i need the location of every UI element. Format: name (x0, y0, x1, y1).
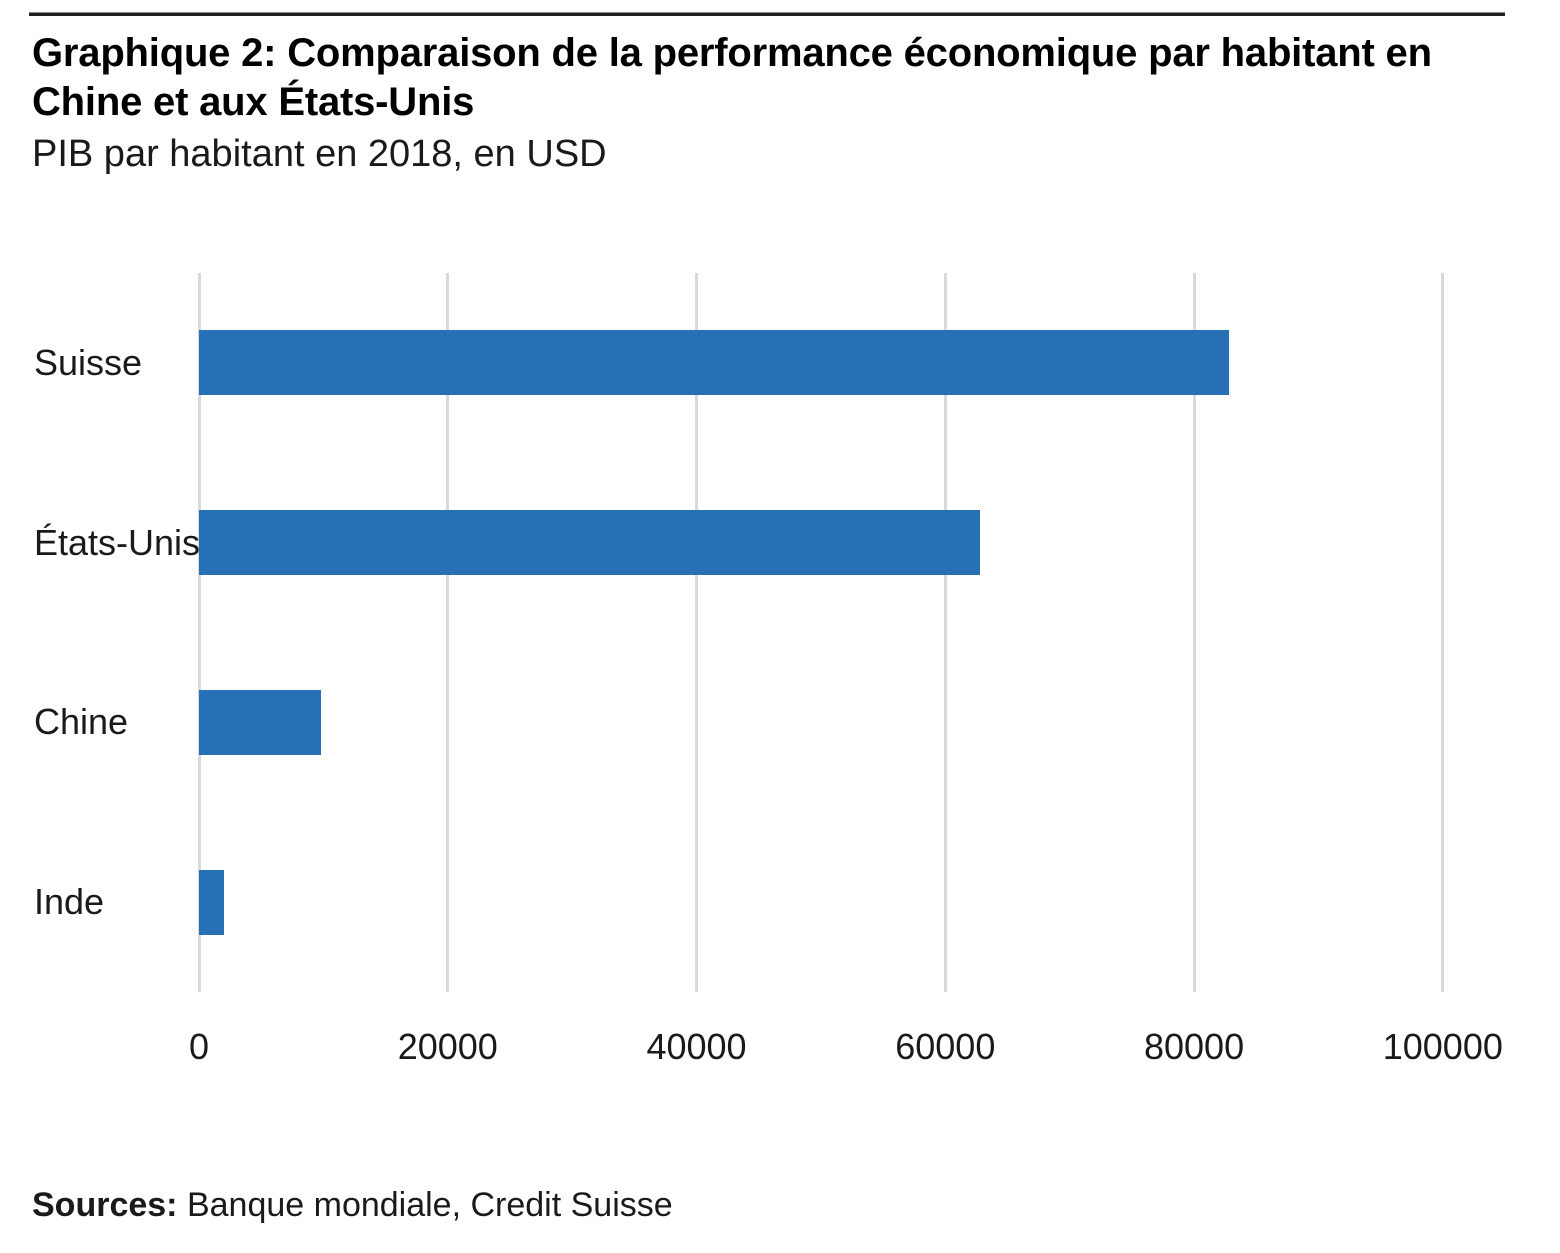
category-label-suisse: Suisse (34, 341, 143, 383)
bar-suisse (199, 330, 1229, 396)
sources-line: Sources: Banque mondiale, Credit Suisse (32, 1186, 673, 1225)
category-label-chine: Chine (34, 701, 129, 743)
sources-text: Banque mondiale, Credit Suisse (177, 1186, 673, 1224)
x-tick-label: 80000 (1143, 1026, 1245, 1067)
chart-title-line2: Chine et aux États-Unis (32, 80, 475, 124)
x-tick-label: 100000 (1382, 1026, 1503, 1067)
gridline (446, 273, 450, 992)
bar-chine (199, 689, 321, 755)
x-tick-label: 40000 (646, 1026, 747, 1067)
category-label-inde: Inde (34, 881, 105, 923)
x-tick-label: 20000 (397, 1026, 498, 1067)
category-label--tats-unis: États-Unis (34, 521, 201, 563)
chart-subtitle: PIB par habitant en 2018, en USD (32, 133, 607, 175)
x-tick-label: 0 (188, 1026, 210, 1067)
chart-title-line1: Graphique 2: Comparaison de la performan… (32, 31, 1432, 75)
sources-label: Sources: (32, 1186, 178, 1224)
top-rule (29, 12, 1505, 16)
gridline (695, 273, 699, 992)
bar-inde (199, 869, 224, 935)
chart-title: Graphique 2: Comparaison de la performan… (32, 29, 1432, 127)
gridline (943, 273, 947, 992)
gridline (1192, 273, 1196, 992)
plot-area (197, 273, 1505, 992)
x-tick-label: 60000 (895, 1026, 996, 1067)
gridline (1441, 273, 1445, 992)
bar--tats-unis (199, 510, 981, 576)
gridline (197, 273, 201, 992)
